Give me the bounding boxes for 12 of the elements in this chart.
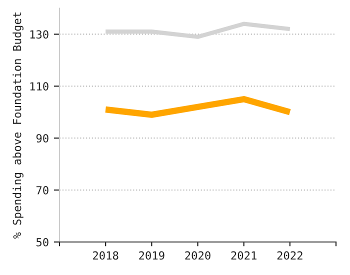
y-tick-label: 50 [36, 238, 48, 246]
y-tick-label: 110 [30, 82, 48, 91]
x-tick-label: 2022 [277, 251, 302, 260]
x-tick-label: 2018 [93, 251, 118, 260]
y-tick-label: 70 [36, 186, 48, 194]
y-axis-title: % Spending above Foundation Budget [12, 12, 24, 239]
y-tick-label: 130 [30, 30, 48, 39]
x-tick-label: 2021 [231, 251, 256, 260]
y-tick-label: 90 [36, 134, 48, 143]
x-tick-label: 2020 [185, 251, 210, 260]
x-tick-label: 2019 [139, 251, 164, 260]
line-series [104, 22, 292, 39]
